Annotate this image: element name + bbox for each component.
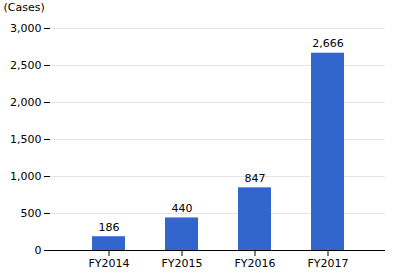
svg-text:3,000: 3,000 xyxy=(10,22,42,35)
svg-text:(Cases): (Cases) xyxy=(4,1,45,14)
svg-text:186: 186 xyxy=(99,221,120,234)
svg-text:500: 500 xyxy=(21,207,42,220)
svg-text:FY2016: FY2016 xyxy=(234,257,275,270)
svg-text:440: 440 xyxy=(172,202,193,215)
svg-text:1,000: 1,000 xyxy=(10,170,42,183)
svg-text:847: 847 xyxy=(245,172,266,185)
svg-text:2,500: 2,500 xyxy=(10,59,42,72)
svg-text:FY2014: FY2014 xyxy=(88,257,129,270)
svg-text:2,666: 2,666 xyxy=(312,37,344,50)
svg-text:FY2017: FY2017 xyxy=(307,257,348,270)
svg-text:2,000: 2,000 xyxy=(10,96,42,109)
svg-text:0: 0 xyxy=(35,244,42,257)
svg-text:1,500: 1,500 xyxy=(10,133,42,146)
svg-text:FY2015: FY2015 xyxy=(161,257,202,270)
